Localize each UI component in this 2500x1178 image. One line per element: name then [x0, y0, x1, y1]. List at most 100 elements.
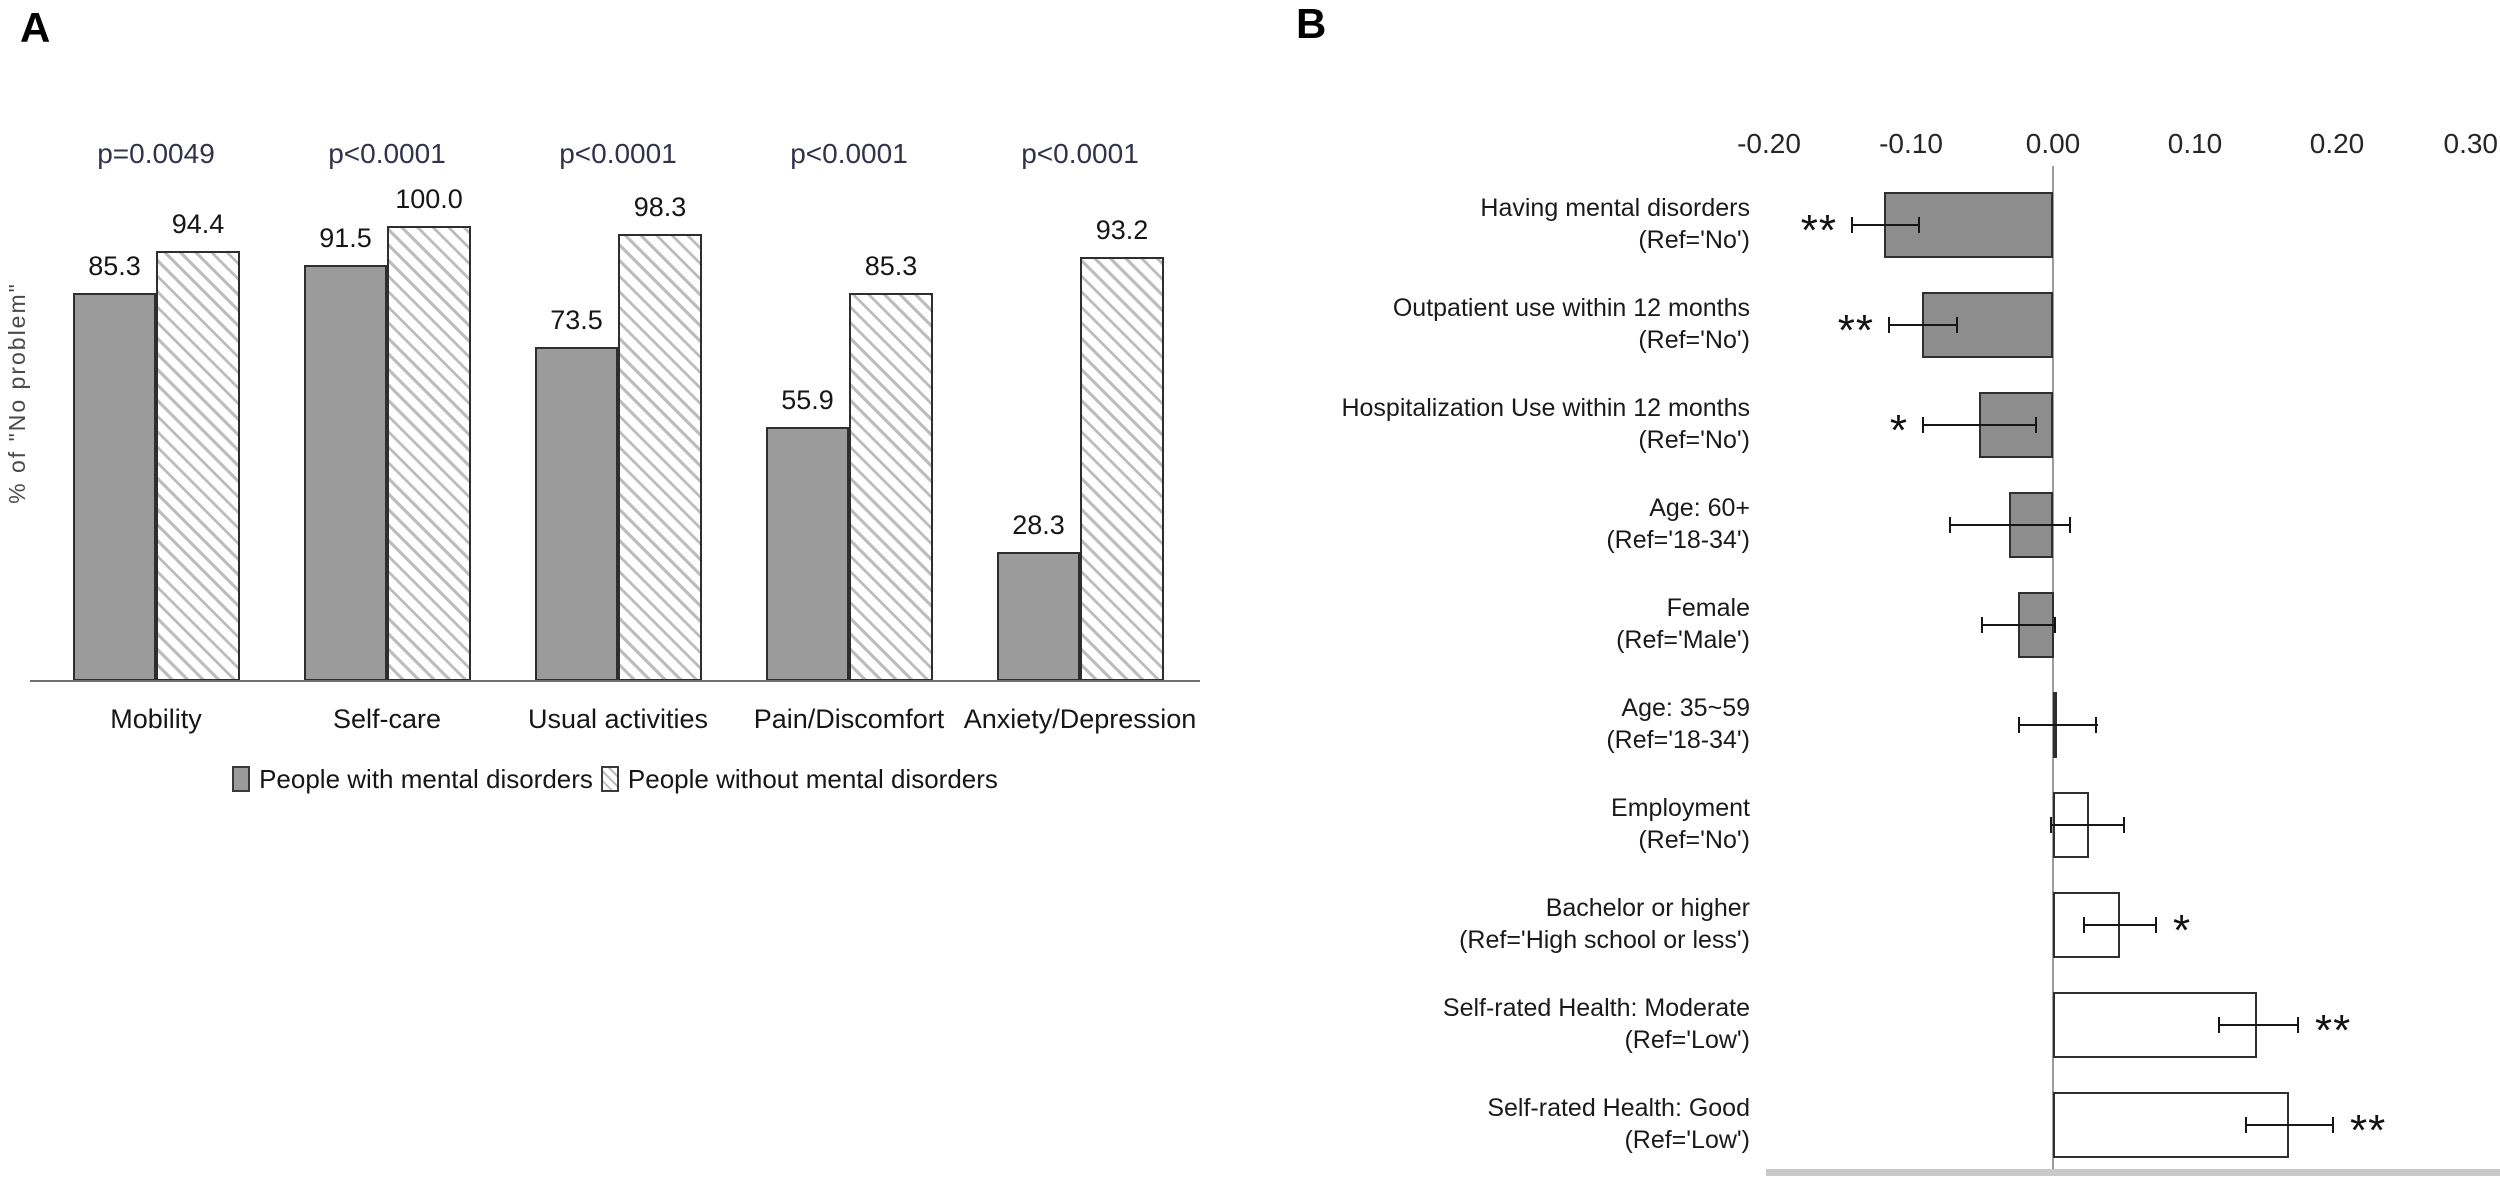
row-label-female: Female (Ref='Male') — [1070, 592, 1750, 656]
error-cap-low-bachelor-or-higher — [2083, 917, 2085, 933]
row-label-main-age-35-59: Age: 35~59 — [1621, 694, 1750, 722]
significance-2-self-rated-health-moderate: ** — [2315, 1006, 2352, 1055]
row-label-main-employment: Employment — [1611, 794, 1750, 822]
panel-a-legend: People with mental disorders People with… — [30, 762, 1200, 796]
row-label-ref-having-mental-disorders: (Ref='No') — [1638, 226, 1750, 254]
row-label-main-outpatient-use-within-12-months: Outpatient use within 12 months — [1392, 294, 1750, 322]
significance-2-having-mental-disorders: ** — [1800, 206, 1837, 255]
bar-a-hatched-anxiety-depression — [1080, 257, 1164, 681]
p-value-self-care: p<0.0001 — [328, 138, 446, 169]
x-tick-0.00: 0.00 — [2025, 128, 2081, 159]
bar-a-solid-usual-activities — [535, 347, 618, 681]
row-label-ref-hospitalization-use-within-12-months: (Ref='No') — [1638, 426, 1750, 454]
bar-a-hatched-mobility — [156, 251, 240, 681]
panel-b-zero-axis-line — [2052, 166, 2054, 1170]
legend-label-with-disorders: People with mental disorders — [259, 763, 593, 794]
error-cap-high-age-35-59 — [2095, 717, 2097, 733]
error-cap-high-outpatient-use-within-12-months — [1956, 317, 1958, 333]
p-value-anxiety-depression: p<0.0001 — [1021, 138, 1139, 169]
value-label-solid-self-care: 91.5 — [319, 223, 372, 253]
error-bar-self-rated-health-good — [2245, 1124, 2334, 1126]
legend-swatch-hatched — [600, 766, 619, 792]
category-label-anxiety-depression: Anxiety/Depression — [963, 704, 1197, 734]
row-label-main-self-rated-health-moderate: Self-rated Health: Moderate — [1442, 994, 1750, 1022]
bar-a-solid-pain-discomfort — [766, 427, 849, 681]
legend-swatch-solid — [232, 766, 251, 792]
bar-a-solid-mobility — [73, 293, 156, 681]
p-value-mobility: p=0.0049 — [97, 138, 215, 169]
legend-label-without-disorders: People without mental disorders — [627, 763, 998, 794]
error-bar-age-60- — [1949, 524, 2071, 526]
row-label-main-bachelor-or-higher: Bachelor or higher — [1545, 894, 1750, 922]
category-label-self-care: Self-care — [332, 704, 442, 734]
bar-a-hatched-usual-activities — [618, 234, 702, 681]
row-label-bachelor-or-higher: Bachelor or higher (Ref='High school or l… — [1070, 892, 1750, 956]
error-cap-low-self-rated-health-moderate — [2218, 1017, 2220, 1033]
error-bar-outpatient-use-within-12-months — [1888, 324, 1958, 326]
row-label-ref-female: (Ref='Male') — [1616, 626, 1750, 654]
row-label-main-female: Female — [1666, 594, 1750, 622]
error-cap-low-female — [1981, 617, 1983, 633]
row-label-ref-self-rated-health-moderate: (Ref='Low') — [1624, 1026, 1750, 1054]
x-tick-0.20: 0.20 — [2309, 128, 2365, 159]
error-cap-low-self-rated-health-good — [2245, 1117, 2247, 1133]
error-cap-low-outpatient-use-within-12-months — [1888, 317, 1890, 333]
row-label-main-self-rated-health-good: Self-rated Health: Good — [1487, 1094, 1750, 1122]
x-tick-0.10: 0.10 — [2167, 128, 2223, 159]
panel-b-bottom-axis-line — [1766, 1169, 2500, 1176]
value-label-solid-mobility: 85.3 — [88, 251, 141, 281]
row-label-having-mental-disorders: Having mental disorders (Ref='No') — [1070, 192, 1750, 256]
row-label-employment: Employment (Ref='No') — [1070, 792, 1750, 856]
significance-1-bachelor-or-higher: * — [2173, 906, 2192, 955]
error-bar-age-35-59 — [2018, 724, 2098, 726]
row-label-ref-employment: (Ref='No') — [1638, 826, 1750, 854]
row-label-ref-bachelor-or-higher: (Ref='High school or less') — [1459, 926, 1750, 954]
error-bar-hospitalization-use-within-12-months — [1922, 424, 2037, 426]
error-cap-high-employment — [2123, 817, 2125, 833]
error-cap-high-female — [2054, 617, 2056, 633]
value-label-hatched-usual-activities: 98.3 — [633, 192, 687, 222]
category-label-pain-discomfort: Pain/Discomfort — [753, 704, 945, 734]
bar-b-self-rated-health-good — [2053, 1092, 2289, 1158]
p-value-pain-discomfort: p<0.0001 — [790, 138, 908, 169]
row-label-ref-age-35-59: (Ref='18-34') — [1606, 726, 1750, 754]
error-cap-low-employment — [2050, 817, 2052, 833]
error-cap-high-self-rated-health-moderate — [2297, 1017, 2299, 1033]
row-label-self-rated-health-moderate: Self-rated Health: Moderate (Ref='Low') — [1070, 992, 1750, 1056]
error-cap-low-hospitalization-use-within-12-months — [1922, 417, 1924, 433]
value-label-hatched-mobility: 94.4 — [171, 209, 225, 239]
value-label-hatched-anxiety-depression: 93.2 — [1095, 215, 1149, 245]
value-label-hatched-self-care: 100.0 — [395, 184, 463, 214]
category-label-usual-activities: Usual activities — [527, 704, 709, 734]
row-label-age-35-59: Age: 35~59 (Ref='18-34') — [1070, 692, 1750, 756]
significance-1-hospitalization-use-within-12-months: * — [1889, 406, 1908, 455]
significance-2-self-rated-health-good: ** — [2350, 1106, 2387, 1155]
row-label-age-60-: Age: 60+ (Ref='18-34') — [1070, 492, 1750, 556]
error-cap-high-having-mental-disorders — [1918, 217, 1920, 233]
category-label-mobility: Mobility — [110, 704, 202, 734]
error-cap-high-bachelor-or-higher — [2155, 917, 2157, 933]
row-label-hospitalization-use-within-12-months: Hospitalization Use within 12 months (Ref… — [1070, 392, 1750, 456]
error-bar-having-mental-disorders — [1851, 224, 1919, 226]
value-label-hatched-pain-discomfort: 85.3 — [864, 251, 918, 281]
error-cap-low-age-35-59 — [2018, 717, 2020, 733]
row-label-main-age-60-: Age: 60+ — [1649, 494, 1750, 522]
panel-a-letter: A — [20, 4, 51, 51]
error-bar-employment — [2050, 824, 2125, 826]
error-bar-female — [1981, 624, 2056, 626]
row-label-self-rated-health-good: Self-rated Health: Good (Ref='Low') — [1070, 1092, 1750, 1156]
error-cap-high-self-rated-health-good — [2332, 1117, 2334, 1133]
bar-a-solid-anxiety-depression — [997, 552, 1080, 681]
panel-b-letter: B — [1296, 0, 1327, 47]
row-label-ref-age-60-: (Ref='18-34') — [1606, 526, 1750, 554]
row-label-outpatient-use-within-12-months: Outpatient use within 12 months (Ref='No'… — [1070, 292, 1750, 356]
x-tick--0.20: -0.20 — [1737, 128, 1801, 159]
significance-2-outpatient-use-within-12-months: ** — [1837, 306, 1874, 355]
panel-a-bar-chart: % of "No problem" p=0.0049 85.3 94.4 Mobili… — [4, 138, 1200, 796]
x-tick--0.10: -0.10 — [1879, 128, 1943, 159]
value-label-solid-usual-activities: 73.5 — [550, 305, 603, 335]
value-label-solid-pain-discomfort: 55.9 — [781, 385, 834, 415]
error-cap-low-having-mental-disorders — [1851, 217, 1853, 233]
